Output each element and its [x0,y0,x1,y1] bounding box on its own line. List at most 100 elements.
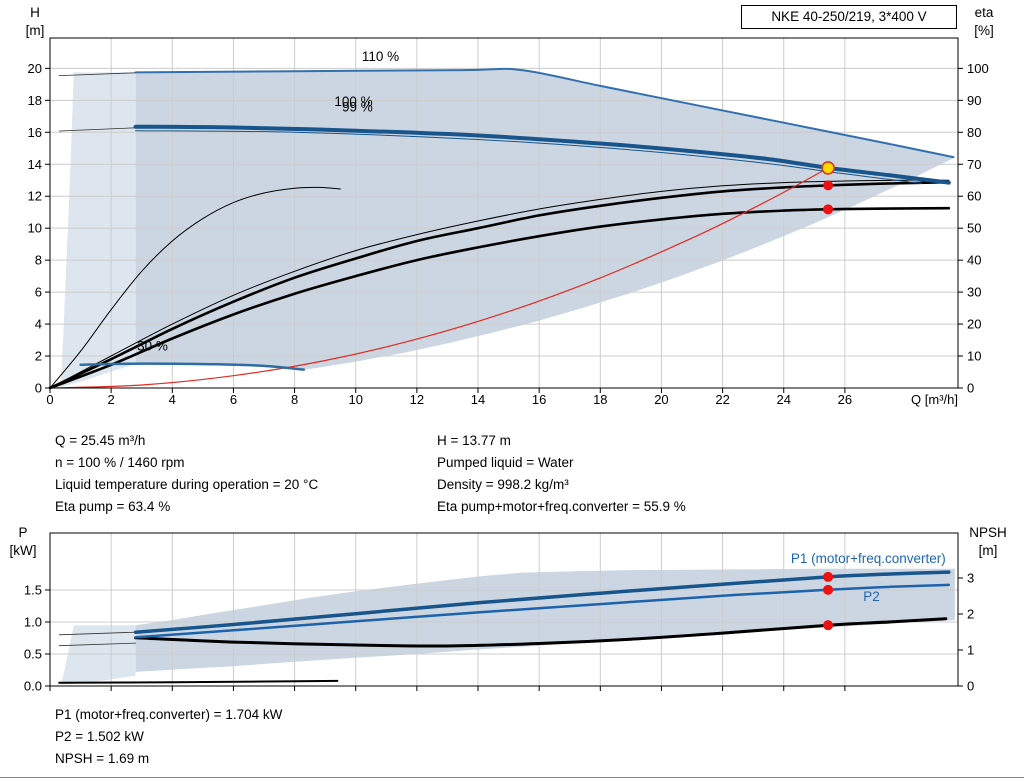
x-tick-label: 8 [291,392,298,407]
y-tick-label-left: 0.0 [24,679,42,694]
y-tick-label-left: 18 [28,93,42,108]
label-30pct: 30 % [137,338,168,353]
eta-pump-point [823,180,834,191]
liquid-temp-text: Liquid temperature during operation = 20… [55,477,319,492]
plot-border [49,37,959,389]
x-tick-label: 18 [593,392,607,407]
label-99pct: 99 % [342,100,373,115]
label-p2: P2 [863,589,880,604]
y-tick-label-left: 16 [28,125,42,140]
y-tick-label-right: 0 [967,679,974,694]
npsh-point [823,620,834,631]
y-tick-label-right: 100 [967,61,989,76]
y-tick-label-right: 0 [967,381,974,396]
eta-total-point [823,204,834,215]
power-range-light-area [60,625,136,685]
eta-axis-symbol: eta [974,5,994,20]
chart-hq: 0 2 4 6 8 10 12 14 16 18 20 22 24 2602468101214161820… [28,37,989,407]
operating-range-area [135,70,955,370]
eta-pump-text: Eta pump = 63.4 % [55,499,171,514]
power-curve-30 [58,679,339,684]
eta-axis-title: eta [%] [964,4,1004,40]
duty-speed-text: n = 100 % / 1460 rpm [55,455,185,470]
p2-point [823,584,834,595]
x-tick-label: 0 [46,392,53,407]
y-tick-label-right: 80 [967,125,981,140]
eta-curve-thin [49,179,950,389]
bottom-divider [0,777,1024,778]
x-tick-label: 26 [838,392,852,407]
speed-range-light-area [60,72,136,388]
y-tick-label-left: 0 [35,381,42,396]
y-tick-label-left: 20 [28,61,42,76]
npsh-axis-title: NPSH [m] [960,524,1016,560]
y-tick-label-left: 1.5 [24,582,42,597]
y-tick-label-left: 14 [28,157,42,172]
p1-result-text: P1 (motor+freq.converter) = 1.704 kW [55,707,283,722]
y-tick-label-right: 90 [967,93,981,108]
y-tick-label-left: 12 [28,189,42,204]
y-tick-label-right: 30 [967,285,981,300]
p-axis-unit: [kW] [9,543,37,558]
pumped-liquid-text: Pumped liquid = Water [437,455,574,470]
duty-results-left: Q = 25.45 m³/h n = 100 % / 1460 rpm Liqu… [55,430,318,518]
p1-point [823,571,834,582]
p2-result-text: P2 = 1.502 kW [55,729,144,744]
x-tick-label: 4 [169,392,176,407]
y-tick-label-left: 2 [35,349,42,364]
x-axis-label: Q [m³/h] [911,392,958,407]
power-results: P1 (motor+freq.converter) = 1.704 kW P2 … [55,704,282,770]
duty-point [821,161,835,175]
pump-model-label: NKE 40-250/219, 3*400 V [741,5,957,29]
x-tick-label: 10 [348,392,362,407]
p1-curve [133,570,951,634]
h-axis-symbol: H [30,5,40,20]
chart-pq: 0.0 0.5 1.0 1.5 0 1 2 3 P1 (motor+freq.converter… [24,532,974,694]
label-110pct: 110 % [362,49,399,64]
x-tick-label: 16 [532,392,546,407]
eta-curve-reduced-speed [49,186,341,389]
y-tick-label-right: 10 [967,349,981,364]
power-range-area [135,568,955,672]
plot-border [49,532,959,687]
eta-axis-unit: [%] [974,23,994,38]
eta-total-curve [48,206,951,390]
x-tick-label: 12 [410,392,424,407]
y-tick-label-left: 4 [35,317,42,332]
y-tick-label-right: 1 [967,643,974,658]
y-tick-label-right: 40 [967,253,981,268]
min-flow-stub-p1 [58,631,136,636]
x-tick-label: 22 [715,392,729,407]
p-axis-title: P [kW] [0,524,46,560]
x-tick-label: 24 [777,392,791,407]
y-tick-label-left: 6 [35,285,42,300]
x-tick-label: 2 [108,392,115,407]
p-axis-symbol: P [18,525,28,540]
duty-head-text: H = 13.77 m [437,433,511,448]
speed-curve-110 [134,67,955,159]
npsh-axis-unit: [m] [978,543,998,558]
min-flow-stub-110 [58,72,136,76]
x-tick-label: 14 [471,392,485,407]
npsh-curve [134,617,948,648]
y-tick-label-right: 60 [967,189,981,204]
x-tick-label: 20 [654,392,668,407]
y-tick-label-left: 10 [28,221,42,236]
h-axis-title: H [m] [18,4,52,40]
x-tick-label: 6 [230,392,237,407]
duty-results-right: H = 13.77 m Pumped liquid = Water Densit… [437,430,686,518]
system-curve [49,167,829,389]
y-tick-label-right: 20 [967,317,981,332]
p2-curve [134,583,951,639]
eta-total-text: Eta pump+motor+freq.converter = 55.9 % [437,499,686,514]
duty-flow-text: Q = 25.45 m³/h [55,433,146,448]
y-tick-label-left: 0.5 [24,646,42,661]
label-p1: P1 (motor+freq.converter) [791,551,946,566]
y-tick-label-right: 3 [967,571,974,586]
npsh-result-text: NPSH = 1.69 m [55,751,150,766]
y-tick-label-right: 50 [967,221,981,236]
min-flow-stub-100 [58,127,136,132]
npsh-axis-symbol: NPSH [969,525,1007,540]
y-tick-label-left: 1.0 [24,614,42,629]
